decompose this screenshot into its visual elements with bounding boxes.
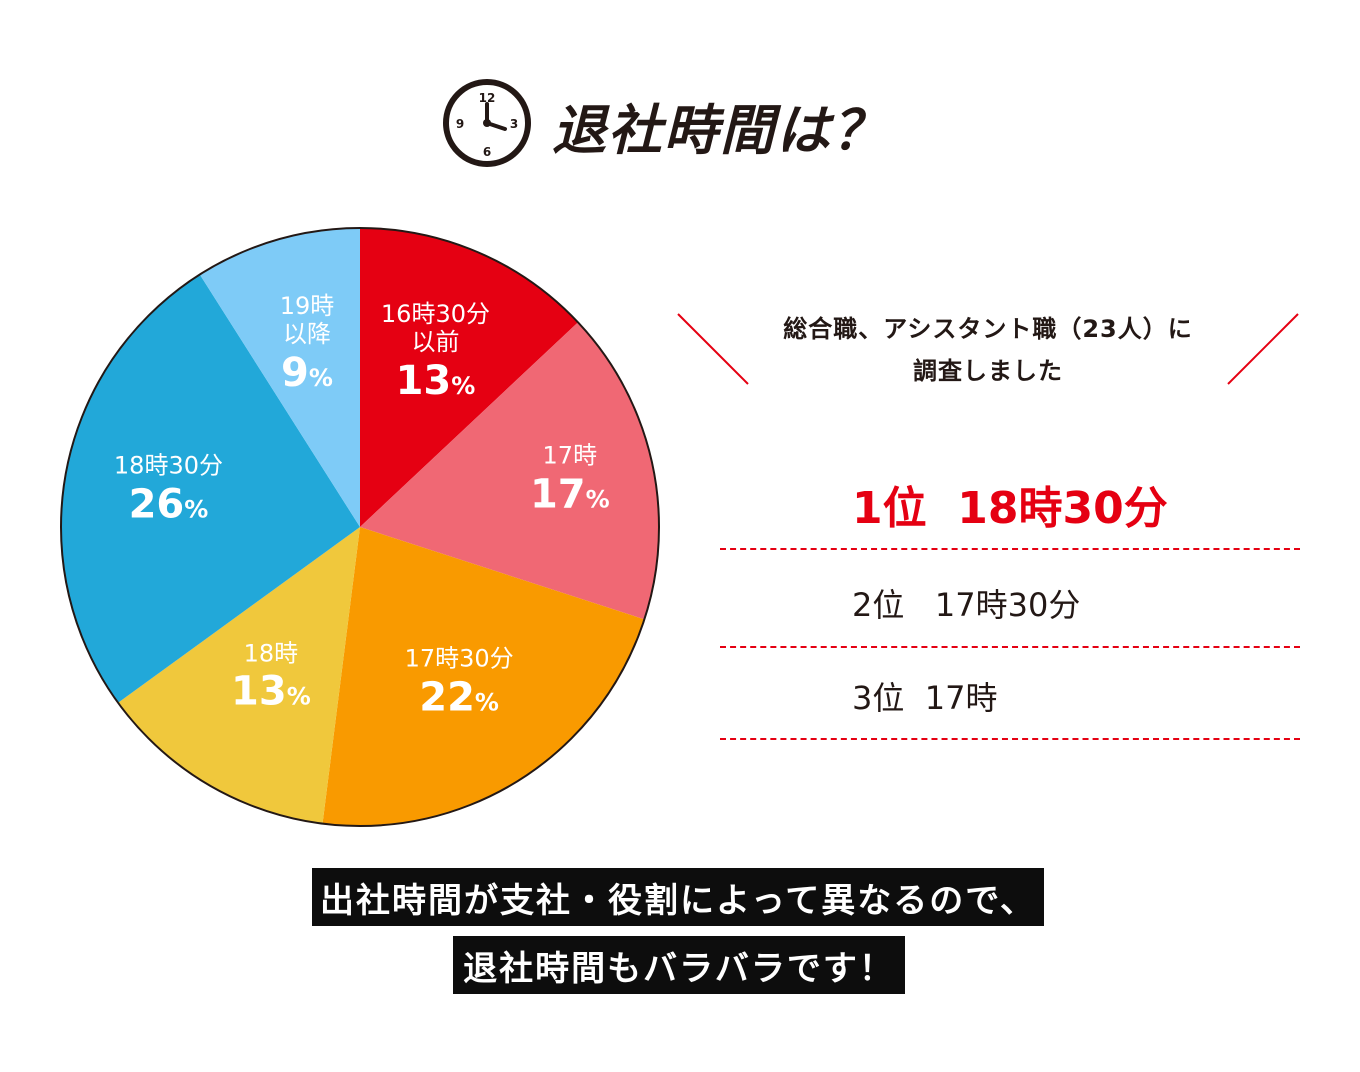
- slice-value: 13: [231, 669, 287, 716]
- header: 12 3 6 9 退社時間は？: [0, 70, 1360, 170]
- slice-value-label: 9%: [280, 349, 335, 397]
- ranking-divider: [720, 548, 1300, 550]
- ranking-first-time: 18時30分: [957, 483, 1168, 534]
- slice-value-label: 13%: [231, 668, 311, 716]
- slice-value-label: 26%: [114, 481, 223, 529]
- ranking-divider: [720, 646, 1300, 648]
- pie-slice-label: 18時 13%: [231, 639, 311, 716]
- pie-chart: [60, 227, 660, 827]
- slice-unit: %: [184, 495, 209, 524]
- slice-category-label: 19時: [279, 291, 335, 320]
- pie-slice-label: 17時30分 22%: [405, 645, 514, 722]
- survey-line-1: 総合職、アシスタント職（23人）に: [783, 315, 1193, 343]
- slice-unit: %: [308, 364, 333, 393]
- slice-category-label: 以前: [411, 328, 460, 357]
- pie-slice-label: 18時30分 26%: [114, 452, 223, 529]
- pie-slice: [360, 228, 578, 527]
- clock-number-12: 12: [479, 91, 496, 105]
- slice-unit: %: [286, 683, 311, 712]
- pie-slice-label: 17時 17%: [530, 442, 610, 519]
- ranking-second: 2位 17時30分: [852, 580, 1080, 626]
- page-title: 退社時間は？: [552, 99, 888, 162]
- slice-value: 26: [128, 481, 185, 528]
- slice-value: 13: [395, 358, 452, 405]
- survey-note: 総合職、アシスタント職（23人）に 調査しました: [748, 308, 1228, 392]
- ranking-second-rank: 2位: [852, 586, 905, 624]
- pie-slice: [360, 322, 660, 620]
- footer-banner-2: 退社時間もバラバラです！: [453, 936, 905, 994]
- ranking-third-rank: 3位: [852, 679, 905, 717]
- slice-value: 22: [419, 674, 475, 721]
- slice-unit: %: [585, 485, 610, 514]
- clock-number-3: 3: [510, 117, 518, 131]
- pie-slice: [199, 228, 360, 527]
- pie-slice-label: 19時 以降 9%: [280, 292, 335, 398]
- slice-value: 17: [529, 471, 586, 518]
- survey-line-2: 調査しました: [913, 357, 1063, 385]
- ranking-divider: [720, 738, 1300, 740]
- clock-icon: 12 3 6 9: [443, 79, 531, 167]
- slice-category-label: 16時30分: [380, 299, 490, 328]
- slice-value: 9: [281, 350, 309, 397]
- slice-category-label: 以降: [282, 320, 331, 349]
- slice-category-label: 17時: [542, 441, 598, 470]
- slice-category-label: 18時30分: [113, 452, 223, 481]
- ranking-first: 1位 18時30分: [852, 472, 1168, 536]
- clock-number-6: 6: [483, 145, 491, 159]
- slice-value-label: 22%: [405, 674, 514, 722]
- pie-slice: [322, 527, 645, 826]
- slice-value-label: 13%: [381, 357, 490, 405]
- slice-unit: %: [474, 688, 499, 717]
- slice-category-label: 18時: [243, 639, 299, 668]
- pie-slice: [60, 274, 361, 703]
- pie-outline: [60, 227, 660, 827]
- right-slash-decoration: [1227, 313, 1299, 385]
- ranking-third-time: 17時: [924, 679, 998, 717]
- ranking-second-time: 17時30分: [934, 586, 1081, 624]
- ranking-first-rank: 1位: [852, 483, 927, 534]
- ranking-third: 3位 17時: [852, 673, 997, 719]
- clock-number-9: 9: [456, 117, 464, 131]
- slice-unit: %: [451, 372, 476, 401]
- pie-slice-label: 16時30分 以前 13%: [381, 300, 490, 406]
- pie-slice: [118, 527, 361, 824]
- slice-category-label: 17時30分: [404, 644, 514, 673]
- footer-banner-1: 出社時間が支社・役割によって異なるので、: [312, 868, 1044, 926]
- slice-value-label: 17%: [530, 470, 610, 518]
- left-slash-decoration: [677, 313, 749, 385]
